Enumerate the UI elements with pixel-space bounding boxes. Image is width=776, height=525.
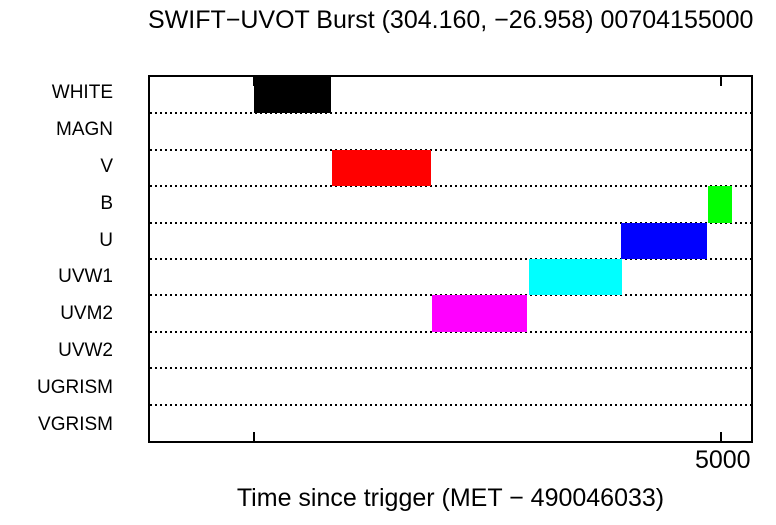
row-separator — [150, 403, 751, 406]
x-tick-label-5000: 5000 — [694, 446, 751, 474]
plot-area — [148, 75, 753, 443]
row-separator — [150, 258, 751, 260]
row-label-ugrism: UGRISM — [37, 376, 113, 398]
exposure-bar-uvw1 — [528, 259, 622, 296]
exposure-bar-uvm2 — [432, 295, 528, 332]
row-label-v: V — [100, 155, 113, 177]
row-label-u: U — [99, 229, 113, 251]
row-separator — [150, 367, 751, 370]
row-label-uvw1: UVW1 — [58, 266, 113, 288]
x-axis-label: Time since trigger (MET − 490046033) — [236, 484, 665, 512]
row-label-white: WHITE — [51, 82, 113, 104]
row-label-uvw2: UVW2 — [58, 339, 113, 361]
chart-title: SWIFT−UVOT Burst (304.160, −26.958) 0070… — [148, 6, 754, 34]
row-label-vgrism: VGRISM — [38, 413, 113, 435]
exposure-bar-v — [331, 149, 431, 187]
row-label-uvm2: UVM2 — [60, 303, 113, 325]
x-axis-tick-labels: 5000 — [148, 446, 753, 476]
y-axis-labels: WHITE MAGN V B U UVW1 UVM2 UVW2 UGRISM VGRISM — [0, 75, 113, 443]
row-separator — [150, 221, 751, 224]
row-separator — [150, 112, 751, 115]
row-separator — [150, 185, 751, 188]
x-axis-tick-5000-bottom — [719, 432, 722, 441]
row-label-magn: MAGN — [56, 119, 113, 141]
row-separator — [150, 148, 751, 151]
row-label-b: B — [100, 192, 113, 214]
exposure-bar-b — [708, 186, 733, 223]
x-axis-tick-5000-top — [719, 77, 722, 86]
exposure-bar-white — [254, 77, 332, 114]
exposure-bar-u — [620, 222, 708, 259]
x-axis-tick-0-bottom — [253, 432, 256, 441]
row-separator — [150, 330, 751, 333]
